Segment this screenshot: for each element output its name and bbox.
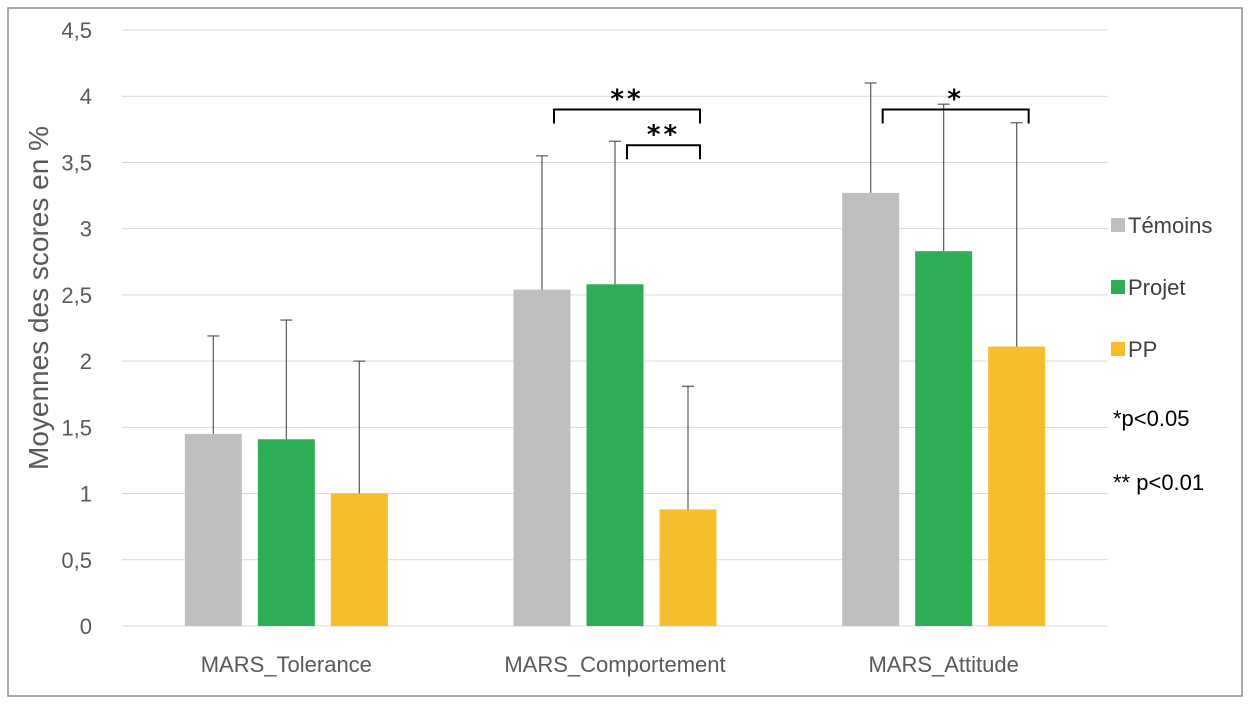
- x-tick-label: MARS_Tolerance: [201, 652, 372, 677]
- significance-note: *p<0.05: [1113, 406, 1189, 431]
- y-tick-label: 4,5: [61, 18, 92, 43]
- significance-label: *: [947, 84, 964, 114]
- legend-swatch: [1111, 342, 1125, 356]
- bars: [184, 192, 1046, 626]
- legend: Témoins Projet PP: [1111, 213, 1212, 362]
- bar-projet: [586, 284, 644, 626]
- bar-témoins: [513, 289, 571, 626]
- significance-label: **: [610, 84, 643, 114]
- y-tick-label: 1,5: [61, 415, 92, 440]
- significance-label: **: [647, 120, 680, 150]
- y-tick-label: 2: [80, 349, 92, 374]
- bar-pp: [330, 493, 388, 626]
- significance-note: ** p<0.01: [1113, 470, 1204, 495]
- bar-pp: [659, 509, 717, 626]
- x-axis-ticks: MARS_Tolerance MARS_Comportement MARS_Atti…: [201, 652, 1019, 677]
- error-bars: [207, 82, 1023, 510]
- y-tick-label: 2,5: [61, 283, 92, 308]
- y-tick-label: 4: [80, 84, 92, 109]
- significance-brackets: *****: [553, 84, 1030, 160]
- bar-projet: [257, 439, 315, 626]
- legend-label: Projet: [1128, 275, 1185, 300]
- y-tick-label: 0: [80, 614, 92, 639]
- bar-témoins: [184, 433, 242, 626]
- y-axis-ticks: 0 0,5 1 1,5 2 2,5 3 3,5 4 4,5: [61, 18, 92, 639]
- y-tick-label: 3,5: [61, 150, 92, 175]
- x-tick-label: MARS_Attitude: [868, 652, 1018, 677]
- y-tick-label: 1: [80, 482, 92, 507]
- legend-swatch: [1111, 218, 1125, 232]
- significance-bracket: [553, 108, 701, 124]
- legend-swatch: [1111, 280, 1125, 294]
- significance-bracket: [881, 108, 1030, 124]
- y-axis-label: Moyennes des scores en %: [23, 126, 54, 470]
- bar-projet: [915, 251, 973, 626]
- legend-label: PP: [1128, 337, 1157, 362]
- y-tick-label: 0,5: [61, 548, 92, 573]
- y-tick-label: 3: [80, 217, 92, 242]
- bar-témoins: [842, 192, 900, 626]
- legend-label: Témoins: [1128, 213, 1212, 238]
- significance-notes: *p<0.05 ** p<0.01: [1113, 406, 1204, 495]
- x-tick-label: MARS_Comportement: [504, 652, 725, 677]
- significance-bracket: [626, 144, 701, 160]
- bar-pp: [988, 346, 1046, 626]
